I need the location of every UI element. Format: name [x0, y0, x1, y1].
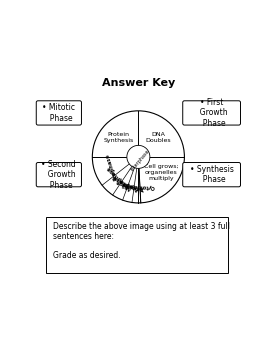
- Text: • First
  Growth
  Phase: • First Growth Phase: [195, 98, 228, 128]
- FancyBboxPatch shape: [36, 162, 82, 187]
- Circle shape: [92, 111, 184, 203]
- Text: Cell grows;
organelles
multiply: Cell grows; organelles multiply: [144, 164, 178, 181]
- Text: sentences here:: sentences here:: [53, 232, 114, 241]
- Text: Telophase: Telophase: [116, 178, 147, 191]
- Text: Cytokinesis: Cytokinesis: [120, 182, 154, 189]
- Text: Metaphase: Metaphase: [105, 165, 133, 191]
- Text: Grade as desired.: Grade as desired.: [53, 251, 120, 260]
- FancyBboxPatch shape: [183, 101, 241, 125]
- Text: Protein
Synthesis: Protein Synthesis: [104, 132, 134, 143]
- Text: Answer Key: Answer Key: [102, 78, 175, 89]
- Circle shape: [127, 145, 150, 168]
- FancyBboxPatch shape: [183, 162, 241, 187]
- Text: Describe the above image using at least 3 full: Describe the above image using at least …: [53, 222, 230, 231]
- Text: Anaphase: Anaphase: [111, 174, 140, 191]
- FancyBboxPatch shape: [46, 217, 228, 273]
- Text: DNA
Doubles: DNA Doubles: [145, 132, 171, 143]
- Text: • Mitotic
  Phase: • Mitotic Phase: [42, 103, 75, 122]
- Text: Interphase: Interphase: [130, 148, 151, 172]
- Text: • Second
  Growth
  Phase: • Second Growth Phase: [42, 160, 76, 190]
- Text: • Synthesis
  Phase: • Synthesis Phase: [190, 165, 234, 184]
- FancyBboxPatch shape: [36, 101, 82, 125]
- Text: Prophase: Prophase: [104, 152, 118, 180]
